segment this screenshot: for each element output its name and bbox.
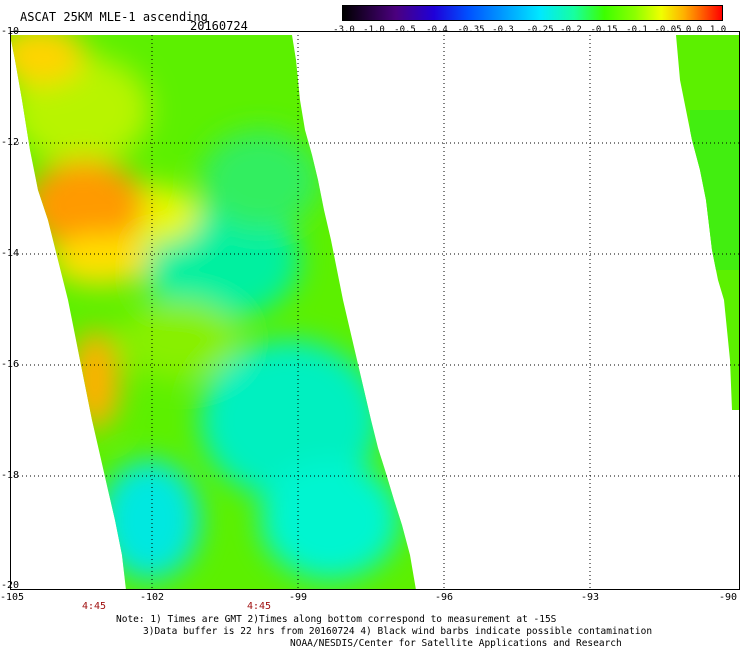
graticule xyxy=(10,31,740,590)
lat-label: -20 xyxy=(1,580,20,591)
lat-label: -12 xyxy=(1,137,20,148)
note-line-1: Note: 1) Times are GMT 2)Times along bot… xyxy=(116,614,557,625)
colorbar-label: 1.0 xyxy=(709,25,727,35)
lon-label: -96 xyxy=(434,592,454,603)
colorbar-label: -0.15 xyxy=(590,25,618,35)
colorbar-label: -0.4 xyxy=(426,25,448,35)
chart-date: 20160724 xyxy=(190,19,248,33)
colorbar-label: -3.0 xyxy=(333,25,355,35)
note-line-3: NOAA/NESDIS/Center for Satellite Applica… xyxy=(290,638,622,649)
lon-label: -105 xyxy=(0,592,25,603)
colorbar-label: -0.1 xyxy=(626,25,648,35)
note-line-2: 3)Data buffer is 22 hrs from 20160724 4)… xyxy=(143,626,653,637)
colorbar-label: -0.5 xyxy=(394,25,416,35)
lat-label: -14 xyxy=(1,248,20,259)
swath-time: 4:45 xyxy=(246,601,272,612)
lon-label: -99 xyxy=(288,592,308,603)
lon-label: -102 xyxy=(139,592,165,603)
colorbar-label: -0.35 xyxy=(457,25,485,35)
swath-time: 4:45 xyxy=(81,601,107,612)
east-swath xyxy=(676,35,740,410)
lon-label: -93 xyxy=(580,592,600,603)
lat-label: -18 xyxy=(1,470,20,481)
chart-title: ASCAT 25KM MLE-1 ascending xyxy=(20,10,208,24)
lat-label: -10 xyxy=(1,26,20,37)
main-swath xyxy=(10,35,416,590)
lon-label: -90 xyxy=(718,592,738,603)
colorbar xyxy=(342,5,723,21)
colorbar-label: -1.0 xyxy=(363,25,385,35)
colorbar-label: -0.2 xyxy=(560,25,582,35)
colorbar-label: -0.25 xyxy=(526,25,554,35)
colorbar-label: -0.3 xyxy=(492,25,514,35)
colorbar-label: -0.05 xyxy=(654,25,682,35)
colorbar-label: 0.0 xyxy=(685,25,703,35)
lat-label: -16 xyxy=(1,359,20,370)
